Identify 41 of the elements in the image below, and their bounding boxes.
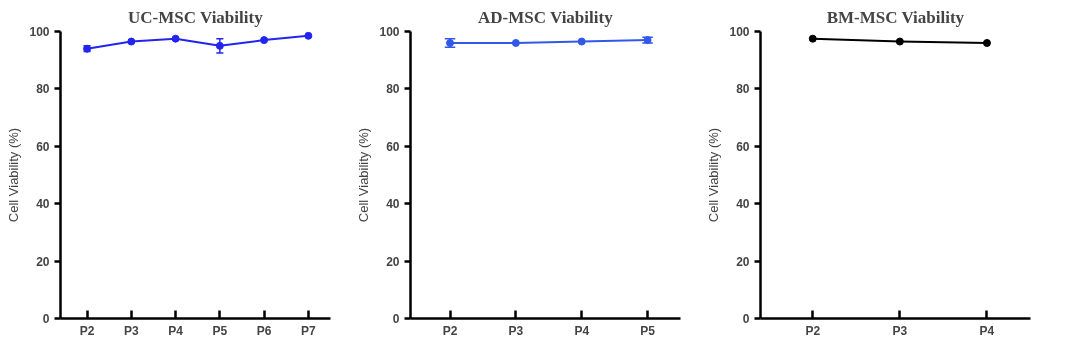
- y-tick-label: 0: [392, 312, 400, 326]
- y-tick-label: 0: [742, 312, 750, 326]
- y-tick-label: 60: [36, 139, 50, 154]
- point: [127, 37, 136, 46]
- y-axis-title: Cell Viability (%): [706, 127, 722, 223]
- x-tick-label: P5: [640, 323, 656, 338]
- x-tick-label: P4: [574, 323, 590, 338]
- x-tick-label: P3: [508, 323, 524, 338]
- y-tick-label: 80: [386, 82, 400, 97]
- x-tick-label: P5: [212, 323, 228, 338]
- y-tick-label: 100: [729, 25, 750, 39]
- y-tick-label: 20: [386, 254, 400, 269]
- x-tick-label: P4: [168, 323, 184, 338]
- chart-title: UC-MSC Viability: [128, 7, 264, 27]
- point: [171, 34, 180, 43]
- x-tick-label: P3: [892, 323, 908, 338]
- point: [304, 31, 313, 40]
- chart-title: BM-MSC Viability: [826, 7, 965, 27]
- y-tick-label: 60: [736, 139, 750, 154]
- y-tick-label: 40: [386, 197, 400, 212]
- y-tick-label: 100: [29, 25, 50, 39]
- chart-title: AD-MSC Viability: [478, 7, 614, 27]
- y-tick-label: 40: [36, 197, 50, 212]
- point: [260, 36, 269, 45]
- y-tick-label: 20: [36, 254, 50, 269]
- y-tick-label: 0: [42, 312, 50, 326]
- x-tick-label: P4: [979, 323, 995, 338]
- y-tick-label: 100: [379, 25, 400, 39]
- y-tick-label: 80: [736, 82, 750, 97]
- y-tick-label: 60: [386, 139, 400, 154]
- x-tick-label: P2: [79, 323, 95, 338]
- x-tick-label: P3: [123, 323, 139, 338]
- y-axis-title: Cell Viability (%): [356, 127, 372, 223]
- y-axis-title: Cell Viability (%): [6, 127, 22, 223]
- y-tick-label: 40: [736, 197, 750, 212]
- x-tick-label: P2: [442, 323, 458, 338]
- y-tick-label: 20: [736, 254, 750, 269]
- x-tick-label: P7: [301, 323, 317, 338]
- x-tick-label: P6: [256, 323, 272, 338]
- y-tick-label: 80: [36, 82, 50, 97]
- x-tick-label: P2: [805, 323, 821, 338]
